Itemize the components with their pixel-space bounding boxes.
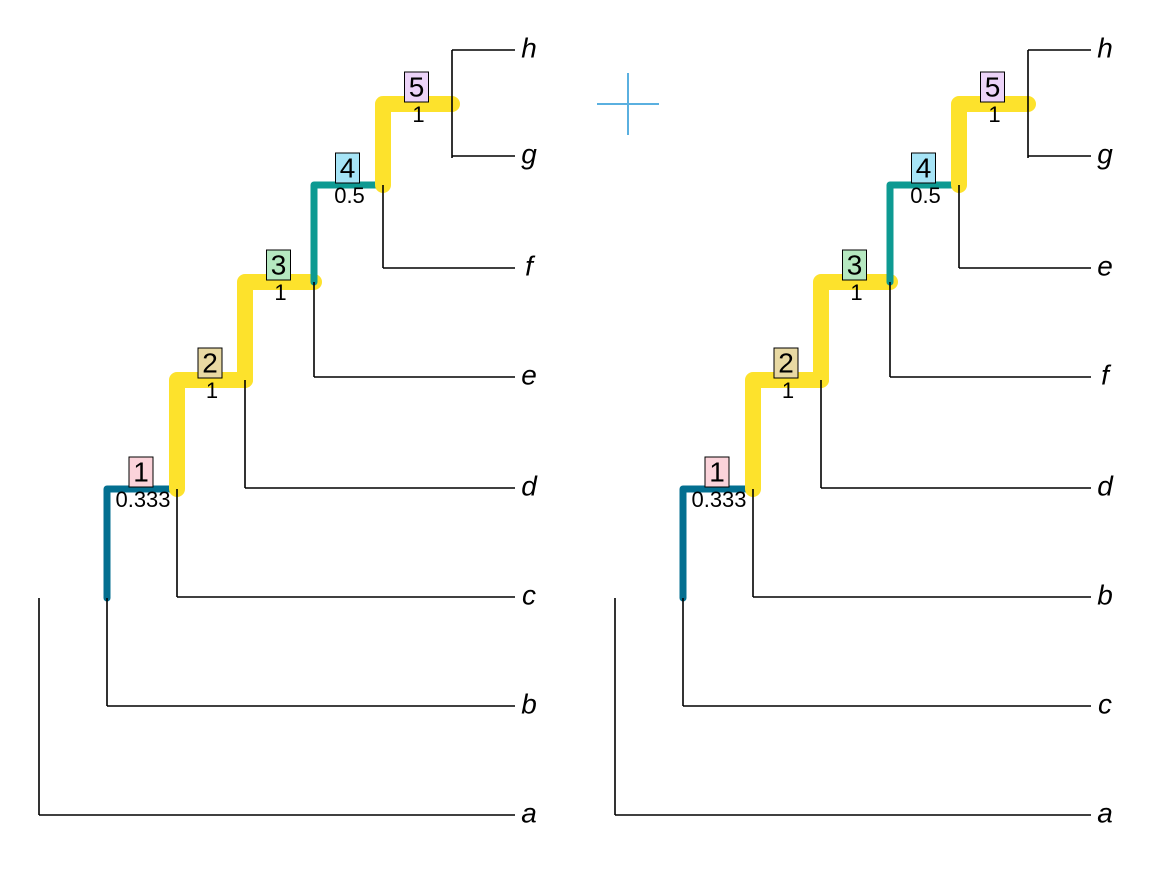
tip-label: g <box>521 138 537 169</box>
plus-marker <box>597 73 659 135</box>
node-box <box>197 347 223 379</box>
node-box <box>911 152 936 184</box>
tip-label: b <box>521 688 537 719</box>
node-box <box>335 152 360 184</box>
highlight-edge <box>169 372 253 497</box>
node-value: 1 <box>274 280 286 305</box>
highlight-edge <box>679 485 757 602</box>
tip-label: h <box>521 32 537 63</box>
node-label: 5 <box>985 71 1001 102</box>
highlight-edge <box>951 96 1036 193</box>
node-value: 0.333 <box>115 487 170 512</box>
node-box <box>266 249 291 281</box>
tip-label: g <box>1097 138 1113 169</box>
tip-label: c <box>1098 688 1112 719</box>
tip-label: h <box>1097 32 1113 63</box>
node-label: 1 <box>709 456 725 487</box>
node-label: 3 <box>271 249 287 280</box>
node-value: 1 <box>412 102 424 127</box>
node-value: 0.5 <box>334 183 365 208</box>
tip-label: c <box>522 579 536 610</box>
highlight-edge <box>375 96 460 193</box>
node-label: 5 <box>409 71 425 102</box>
tip-label: a <box>1097 797 1113 828</box>
node-value: 0.5 <box>910 183 941 208</box>
node-value: 1 <box>988 102 1000 127</box>
tip-label: b <box>1097 579 1113 610</box>
node-box <box>404 71 429 103</box>
node-box <box>128 456 154 488</box>
tip-label: f <box>525 250 536 281</box>
tip-label: a <box>521 797 537 828</box>
highlight-edge <box>813 274 898 388</box>
node-label: 1 <box>133 456 149 487</box>
node-value: 1 <box>206 378 218 403</box>
node-box <box>842 249 867 281</box>
highlight-edge <box>103 485 181 602</box>
highlight-edge <box>886 181 963 286</box>
highlight-edge <box>310 181 387 286</box>
node-value: 0.333 <box>691 487 746 512</box>
tip-label: f <box>1101 359 1112 390</box>
node-value: 1 <box>850 280 862 305</box>
node-label: 2 <box>202 347 218 378</box>
node-value: 1 <box>782 378 794 403</box>
tip-label: e <box>521 359 537 390</box>
node-label: 4 <box>916 152 932 183</box>
tip-label: d <box>1097 470 1114 501</box>
highlight-edge <box>237 274 322 388</box>
tip-label: d <box>521 470 538 501</box>
highlight-edge <box>745 372 829 497</box>
tip-label: e <box>1097 250 1113 281</box>
node-label: 3 <box>847 249 863 280</box>
node-label: 2 <box>778 347 794 378</box>
node-box <box>704 456 730 488</box>
node-label: 4 <box>340 152 356 183</box>
node-box <box>773 347 799 379</box>
node-box <box>980 71 1005 103</box>
